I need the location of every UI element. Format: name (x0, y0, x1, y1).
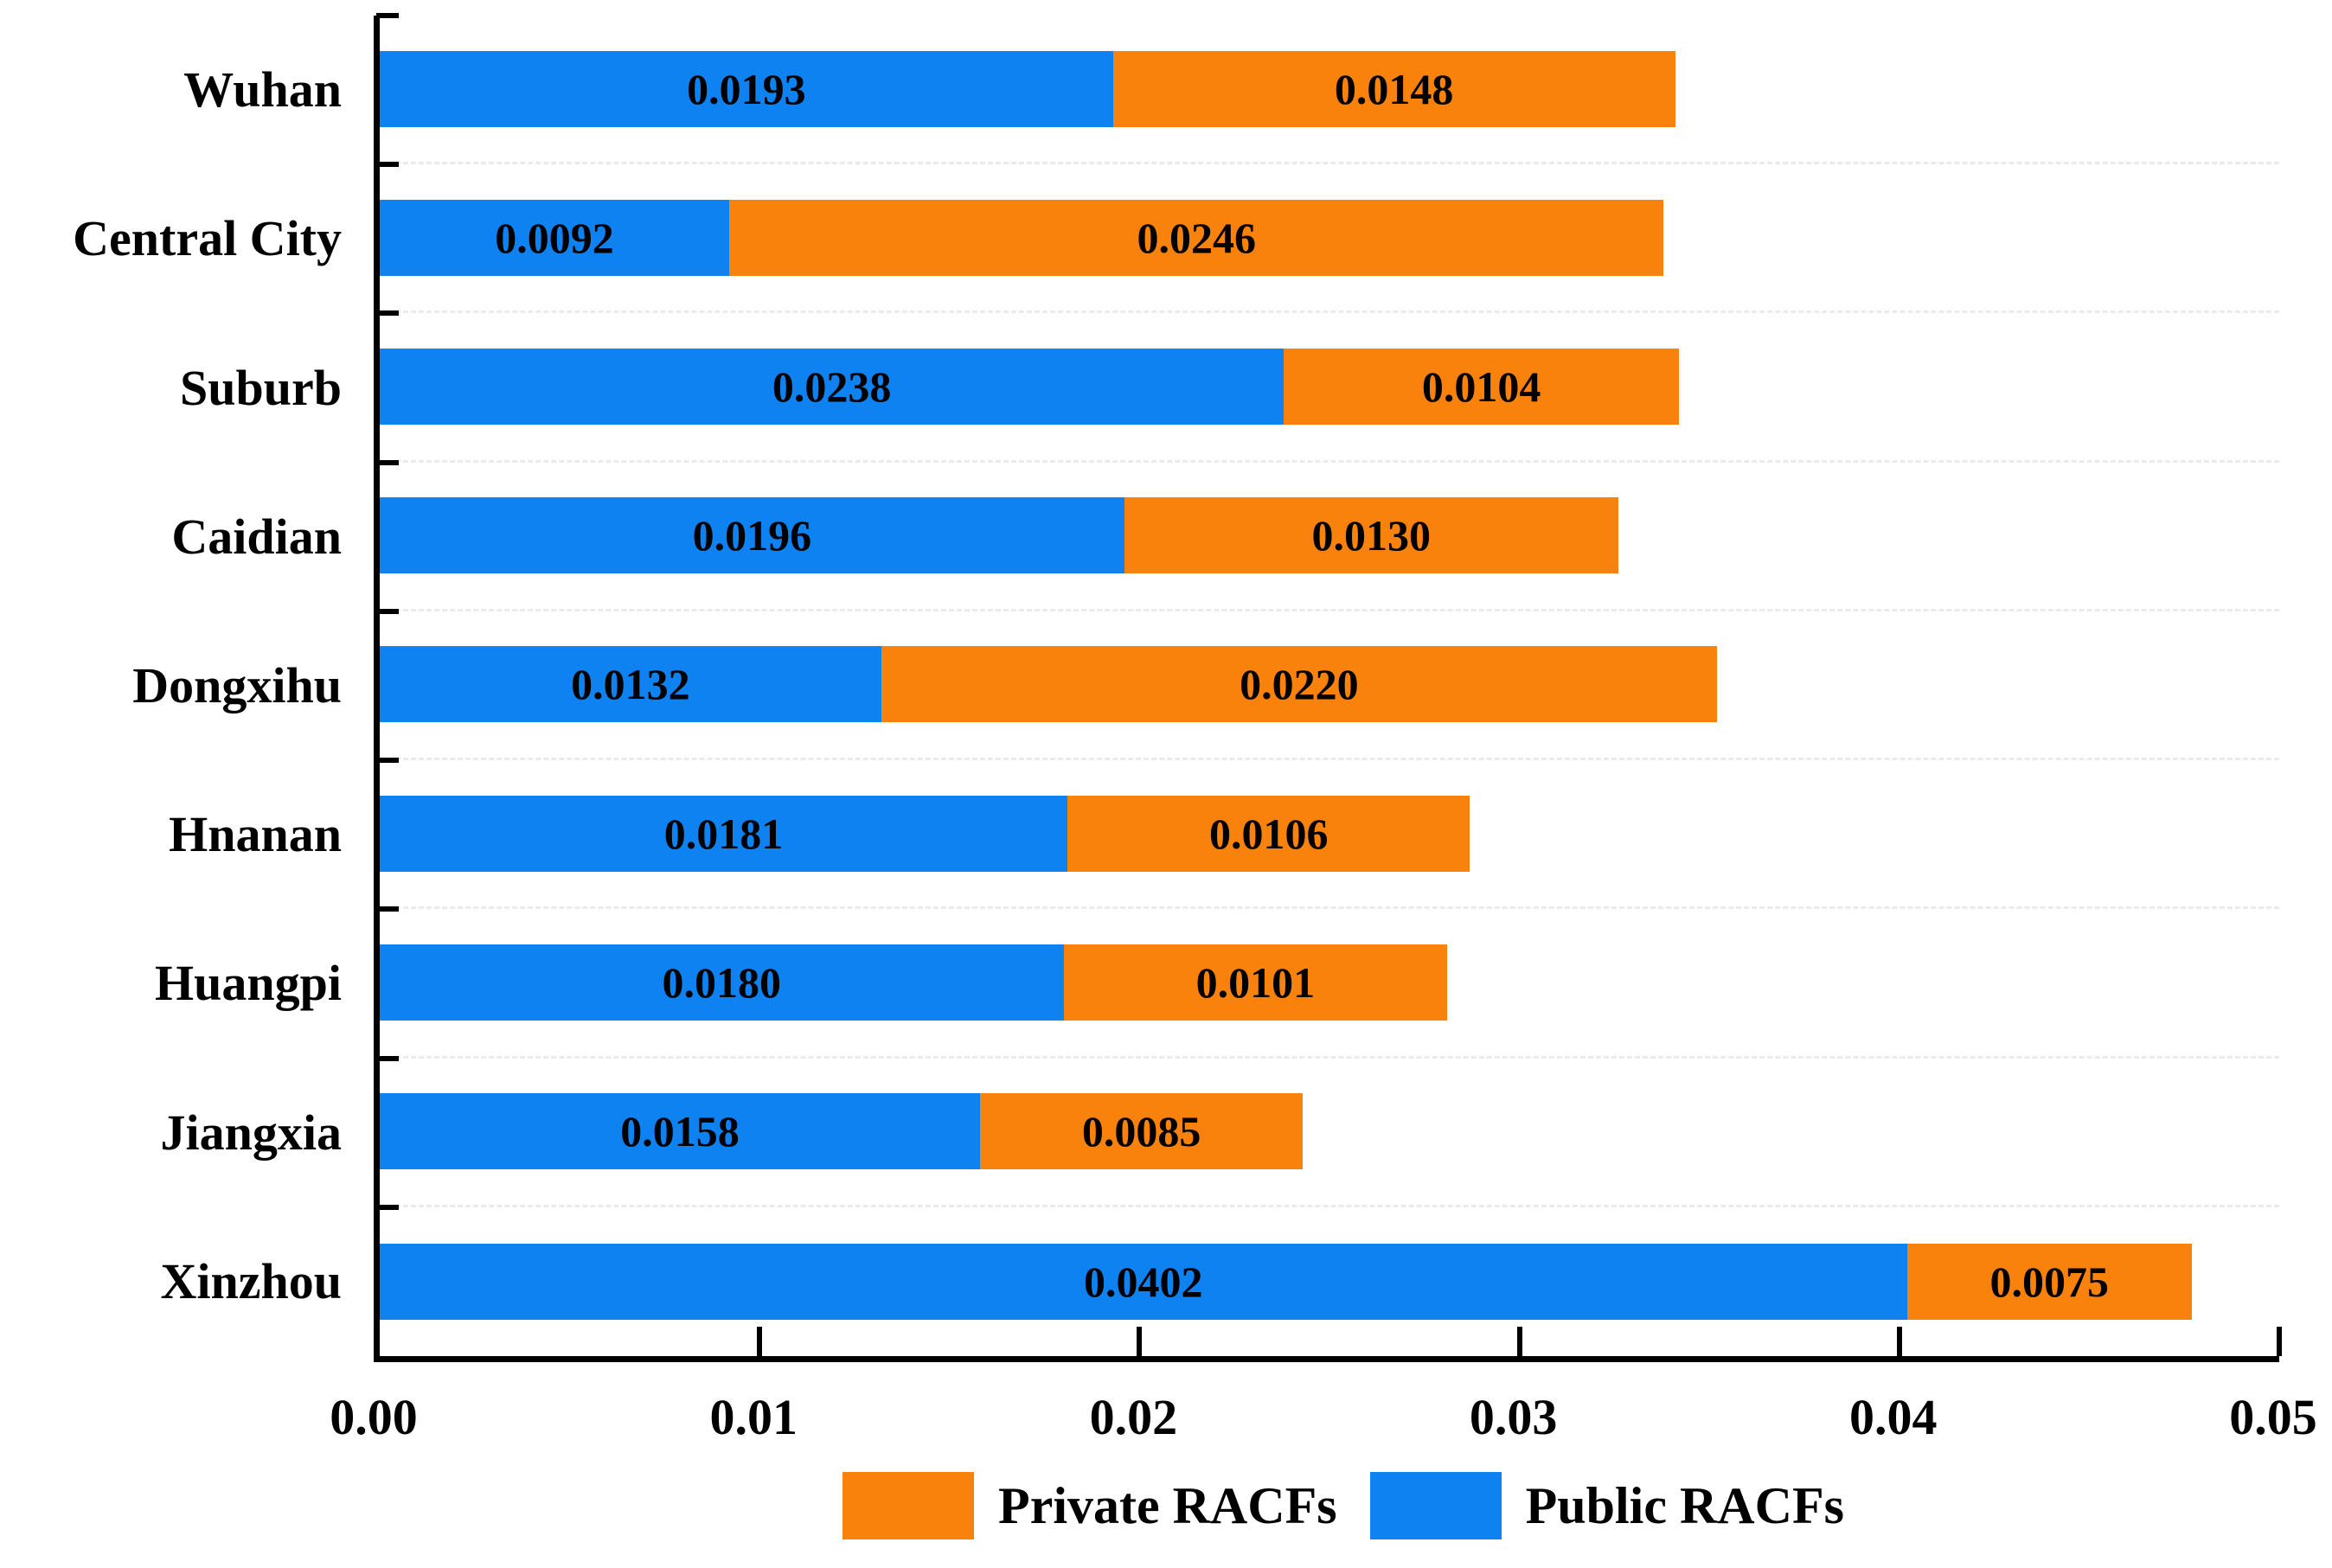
bar-segment-private: 0.0075 (1906, 1243, 2192, 1320)
x-axis-tick (2277, 1327, 2282, 1356)
bar-value-label: 0.0101 (1195, 957, 1316, 1007)
bar-value-label: 0.0181 (663, 809, 784, 858)
stacked-bar: 0.0238 0.0104 (380, 349, 1680, 426)
legend-swatch-public-racfs (1369, 1472, 1502, 1539)
x-axis-tick-label: 0.01 (709, 1389, 798, 1445)
bar-segment-private: 0.0104 (1284, 349, 1680, 426)
stacked-bar: 0.0193 0.0148 (380, 50, 1675, 127)
legend-entry-private: Private RACFs (842, 1472, 1337, 1539)
bar-value-label: 0.0130 (1311, 511, 1432, 560)
category-label: Huangpi (155, 955, 342, 1012)
y-axis-tick (376, 459, 399, 465)
plot-area: 0.0193 0.0148 0.0092 0.0246 0.0238 0.0104 0.01… (374, 13, 2282, 1362)
bar-segment-public: 0.0132 (380, 646, 881, 723)
bar-value-label: 0.0075 (1989, 1257, 2110, 1306)
bar-value-label: 0.0158 (620, 1107, 740, 1156)
x-axis-tick-label: 0.02 (1089, 1389, 1178, 1445)
bar-value-label: 0.0180 (662, 957, 782, 1007)
stacked-bar: 0.0180 0.0101 (380, 944, 1448, 1021)
bar-value-label: 0.0402 (1084, 1257, 1203, 1306)
legend-label-public-racfs: Public RACFs (1525, 1477, 1844, 1534)
stacked-bar: 0.0158 0.0085 (380, 1093, 1304, 1170)
y-axis-tick (376, 1055, 399, 1061)
y-axis-tick (376, 906, 399, 912)
x-axis-tick-label: 0.00 (330, 1389, 418, 1445)
stacked-bar: 0.0402 0.0075 (380, 1243, 2192, 1320)
category-label: Central City (73, 210, 342, 267)
bar-row: 0.0181 0.0106 (380, 760, 2279, 910)
stacked-bar: 0.0092 0.0246 (380, 199, 1664, 276)
legend-entry-public: Public RACFs (1369, 1472, 1844, 1539)
category-label: Suburb (179, 359, 342, 416)
bar-row: 0.0158 0.0085 (380, 1059, 2279, 1207)
y-axis-tick (376, 1204, 399, 1210)
bar-segment-public: 0.0180 (380, 944, 1064, 1021)
category-label: Caidian (171, 508, 342, 565)
x-axis-tick (757, 1327, 763, 1356)
bar-segment-public: 0.0158 (380, 1093, 980, 1170)
legend-label-private-racfs: Private RACFs (998, 1477, 1337, 1534)
bar-row: 0.0238 0.0104 (380, 313, 2279, 463)
y-axis-tick (376, 13, 399, 18)
category-label: Jiangxia (160, 1104, 343, 1161)
bar-value-label: 0.0104 (1421, 362, 1541, 412)
bar-segment-private: 0.0101 (1063, 944, 1448, 1021)
category-label: Dongxihu (132, 657, 342, 714)
y-axis-tick (376, 608, 399, 614)
bar-value-label: 0.0092 (495, 213, 614, 262)
bar-segment-public: 0.0402 (380, 1243, 1907, 1320)
stacked-bar: 0.0181 0.0106 (380, 795, 1470, 872)
x-axis-tick-label: 0.04 (1849, 1389, 1938, 1445)
x-axis-tick (1137, 1327, 1143, 1356)
bar-row: 0.0092 0.0246 (380, 164, 2279, 314)
bar-row: 0.0180 0.0101 (380, 909, 2279, 1059)
bar-row: 0.0196 0.0130 (380, 463, 2279, 611)
bar-segment-private: 0.0148 (1112, 50, 1675, 127)
bar-segment-private: 0.0130 (1124, 497, 1618, 574)
bar-value-label: 0.0220 (1240, 660, 1359, 709)
bar-value-label: 0.0193 (687, 64, 806, 113)
bar-segment-public: 0.0181 (380, 795, 1067, 872)
bar-value-label: 0.0132 (571, 660, 690, 709)
bar-value-label: 0.0085 (1081, 1107, 1201, 1156)
bar-row: 0.0402 0.0075 (380, 1207, 2279, 1356)
bar-segment-public: 0.0238 (380, 349, 1285, 426)
bar-segment-private: 0.0085 (979, 1093, 1304, 1170)
x-axis-tick (1896, 1327, 1902, 1356)
chart-legend: Private RACFs Public RACFs (842, 1472, 1844, 1539)
bar-row: 0.0132 0.0220 (380, 611, 2279, 761)
bar-value-label: 0.0148 (1334, 64, 1454, 113)
bar-value-label: 0.0246 (1137, 213, 1257, 262)
bar-value-label: 0.0196 (692, 511, 812, 560)
x-axis-tick-label: 0.03 (1469, 1389, 1558, 1445)
legend-swatch-private-racfs (842, 1472, 975, 1539)
category-label: Wuhan (183, 61, 342, 118)
y-axis-tick (376, 310, 399, 317)
bar-row: 0.0193 0.0148 (380, 16, 2279, 165)
y-axis-tick (376, 758, 399, 764)
x-axis-tick (1516, 1327, 1522, 1356)
stacked-bar: 0.0132 0.0220 (380, 646, 1717, 723)
bar-segment-private: 0.0106 (1067, 795, 1470, 872)
bar-segment-private: 0.0220 (881, 646, 1717, 723)
bar-segment-public: 0.0196 (380, 497, 1124, 574)
y-axis-tick (376, 162, 399, 168)
x-axis-tick-label: 0.05 (2229, 1389, 2317, 1445)
category-label: Xinzhou (160, 1252, 342, 1309)
bar-segment-public: 0.0193 (380, 50, 1113, 127)
bar-value-label: 0.0106 (1208, 809, 1329, 858)
stacked-bar: 0.0196 0.0130 (380, 497, 1618, 574)
category-label: Hnanan (169, 806, 342, 863)
bar-value-label: 0.0238 (772, 362, 892, 412)
bar-segment-private: 0.0246 (729, 199, 1664, 276)
bar-segment-public: 0.0092 (380, 199, 730, 276)
